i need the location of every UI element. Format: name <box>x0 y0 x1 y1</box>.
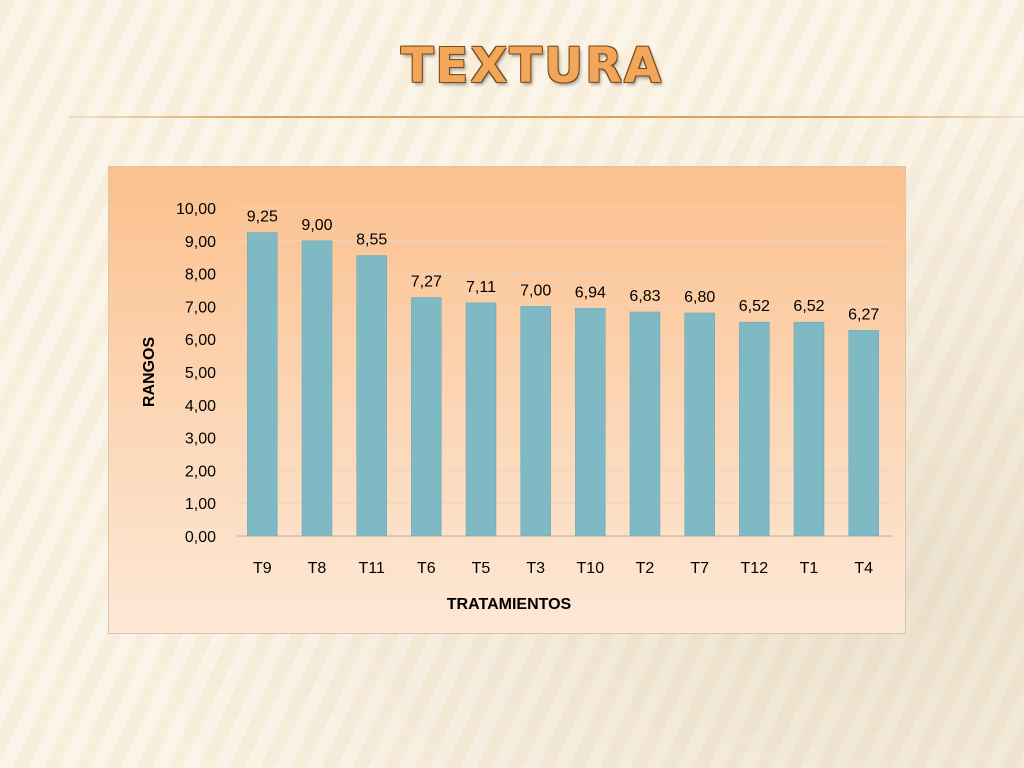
data-label: 6,27 <box>848 306 879 323</box>
x-tick-label: T4 <box>854 560 873 577</box>
bar <box>301 240 333 537</box>
data-label: 6,80 <box>684 289 715 306</box>
y-tick-label: 7,00 <box>185 299 216 316</box>
x-tick-label: T9 <box>253 560 272 577</box>
x-tick-label: T11 <box>358 560 384 577</box>
data-label: 8,55 <box>356 232 387 249</box>
y-tick-label: 6,00 <box>185 332 216 349</box>
y-tick-label: 5,00 <box>185 365 216 382</box>
title-underline <box>68 116 1024 118</box>
bar <box>739 321 770 537</box>
y-tick-label: 9,00 <box>185 234 216 251</box>
data-label: 6,52 <box>793 298 824 315</box>
x-tick-label: T10 <box>577 560 605 577</box>
bar <box>356 255 387 537</box>
data-label: 6,52 <box>739 298 770 315</box>
bar-chart: 0,00 1,00 2,00 3,00 4,00 5,00 6,00 7,00 8,00 9,00… <box>141 201 893 613</box>
bar <box>520 306 551 537</box>
y-tick-label: 3,00 <box>185 431 216 448</box>
data-label: 9,00 <box>301 217 332 234</box>
data-label: 9,25 <box>247 209 278 226</box>
x-tick-label: T6 <box>417 560 436 577</box>
bar <box>247 232 278 537</box>
x-tick-label: T12 <box>741 560 769 577</box>
x-tick-label: T7 <box>690 560 709 577</box>
data-label: 7,27 <box>411 274 442 291</box>
y-tick-label: 0,00 <box>185 529 216 546</box>
y-tick-label: 1,00 <box>185 496 216 513</box>
data-label: 7,00 <box>520 282 551 299</box>
bar <box>848 330 879 537</box>
data-label: 6,94 <box>575 284 606 301</box>
slide-title: TEXTURA <box>400 38 664 94</box>
chart-area: 0,00 1,00 2,00 3,00 4,00 5,00 6,00 7,00 8,00 9,00… <box>108 166 906 634</box>
y-tick-label: 2,00 <box>185 463 216 480</box>
y-tick-label: 4,00 <box>185 398 216 415</box>
y-tick-label: 8,00 <box>185 267 216 284</box>
bar <box>684 312 715 537</box>
bar <box>411 297 442 537</box>
bar <box>793 321 825 537</box>
x-tick-label: T1 <box>800 560 819 577</box>
data-label: 7,11 <box>466 279 496 296</box>
x-tick-label: T8 <box>308 560 327 577</box>
x-axis-title: TRATAMIENTOS <box>447 596 572 613</box>
y-axis-title: RANGOS <box>141 337 158 408</box>
x-tick-label: T2 <box>636 560 655 577</box>
y-tick-label: 10,00 <box>176 201 216 218</box>
bar <box>465 302 497 537</box>
x-tick-label: T3 <box>526 560 545 577</box>
bar <box>629 311 661 537</box>
data-label: 6,83 <box>629 288 660 305</box>
bar <box>575 308 606 537</box>
x-tick-label: T5 <box>472 560 491 577</box>
